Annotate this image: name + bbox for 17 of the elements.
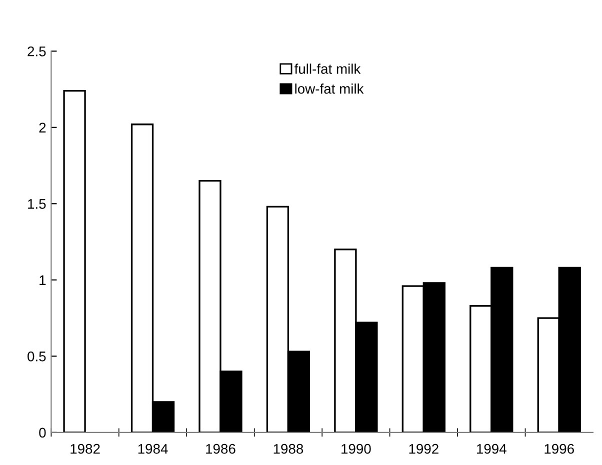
x-tick-label: 1982 xyxy=(70,444,100,454)
x-tick-label: 1986 xyxy=(206,444,236,454)
legend-label: low-fat milk xyxy=(295,84,364,94)
x-tick-label: 1992 xyxy=(409,444,438,454)
x-tick-label: 1984 xyxy=(138,444,168,454)
bar xyxy=(63,90,86,432)
x-tick-label: 1994 xyxy=(476,444,506,454)
y-tick-label: 1.5 xyxy=(28,199,46,209)
y-tick-label: 1 xyxy=(40,275,46,285)
y-tick-label: 0.5 xyxy=(28,352,46,362)
legend-label: full-fat milk xyxy=(294,64,361,74)
x-tick-label: 1988 xyxy=(274,444,304,454)
y-tick-label: 2 xyxy=(39,122,46,132)
x-tick-label: 1996 xyxy=(544,444,574,454)
y-tick-label: 2.5 xyxy=(28,46,46,56)
y-tick-label: 0 xyxy=(39,428,46,438)
x-tick-label: 1990 xyxy=(342,444,371,454)
